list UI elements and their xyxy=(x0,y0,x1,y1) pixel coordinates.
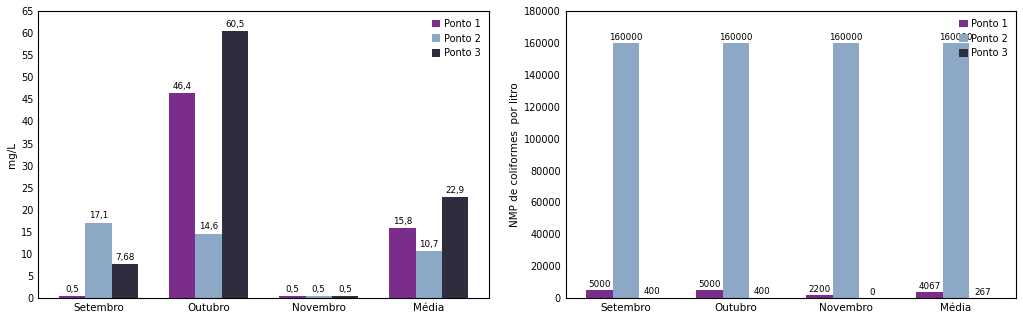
Bar xyxy=(306,296,331,298)
Bar xyxy=(613,43,639,298)
Bar xyxy=(112,264,138,298)
Text: 160000: 160000 xyxy=(609,33,642,42)
Bar xyxy=(917,292,943,298)
Text: 7,68: 7,68 xyxy=(116,253,135,262)
Text: 14,6: 14,6 xyxy=(199,222,218,231)
Bar xyxy=(195,234,222,298)
Bar xyxy=(222,31,249,298)
Bar xyxy=(833,43,859,298)
Text: 4067: 4067 xyxy=(919,282,941,291)
Bar xyxy=(806,295,833,298)
Bar xyxy=(722,43,749,298)
Text: 17,1: 17,1 xyxy=(89,211,108,220)
Bar xyxy=(85,223,112,298)
Bar xyxy=(586,290,613,298)
Text: 46,4: 46,4 xyxy=(173,82,191,91)
Text: 10,7: 10,7 xyxy=(419,240,439,249)
Legend: Ponto 1, Ponto 2, Ponto 3: Ponto 1, Ponto 2, Ponto 3 xyxy=(429,16,484,61)
Text: 15,8: 15,8 xyxy=(393,217,412,226)
Bar xyxy=(279,296,306,298)
Bar xyxy=(331,296,358,298)
Text: 400: 400 xyxy=(643,287,661,296)
Text: 5000: 5000 xyxy=(588,280,611,289)
Text: 5000: 5000 xyxy=(698,280,720,289)
Text: 0,5: 0,5 xyxy=(312,285,325,294)
Text: 0,5: 0,5 xyxy=(339,285,352,294)
Text: 0: 0 xyxy=(870,288,875,297)
Text: 60,5: 60,5 xyxy=(225,20,244,28)
Bar xyxy=(415,251,442,298)
Bar xyxy=(697,290,722,298)
Bar xyxy=(442,197,469,298)
Text: 2200: 2200 xyxy=(808,284,831,293)
Text: 0,5: 0,5 xyxy=(65,285,79,294)
Bar xyxy=(59,296,85,298)
Bar xyxy=(389,228,415,298)
Bar xyxy=(169,93,195,298)
Y-axis label: mg/L: mg/L xyxy=(7,141,17,168)
Text: 267: 267 xyxy=(974,288,990,297)
Text: 22,9: 22,9 xyxy=(446,186,464,195)
Text: 160000: 160000 xyxy=(719,33,753,42)
Text: 400: 400 xyxy=(754,287,770,296)
Text: 160000: 160000 xyxy=(829,33,862,42)
Y-axis label: NMP de coliformes  por litro: NMP de coliformes por litro xyxy=(509,82,520,227)
Bar xyxy=(943,43,969,298)
Text: 0,5: 0,5 xyxy=(285,285,300,294)
Legend: Ponto 1, Ponto 2, Ponto 3: Ponto 1, Ponto 2, Ponto 3 xyxy=(955,16,1011,61)
Text: 160000: 160000 xyxy=(939,33,973,42)
